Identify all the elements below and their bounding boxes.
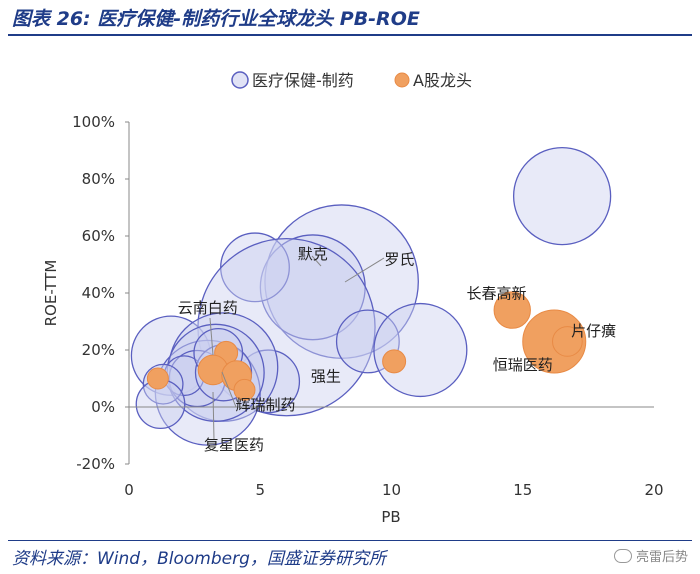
leader-line-merck <box>311 255 322 267</box>
legend-ashare-label: A股龙头 <box>413 71 472 90</box>
wechat-icon <box>613 548 632 563</box>
legend-ashare-marker <box>394 72 410 88</box>
leader-line-fosun <box>212 391 215 441</box>
leader-line-roche <box>344 257 385 283</box>
company-annotation: 默克 <box>298 245 328 263</box>
watermark: 亮雷后势 <box>613 546 688 565</box>
global-leader-bubble <box>512 146 612 246</box>
y-tick-label: 20% <box>82 341 115 359</box>
a-share-leader-bubble <box>382 349 407 374</box>
title-rule <box>8 34 692 36</box>
y-tick-label: -20% <box>76 455 115 473</box>
x-axis-title: PB <box>381 508 400 526</box>
a-share-leader-bubble <box>146 367 169 390</box>
figure-title: 图表 26: 医疗保健-制药行业全球龙头 PB-ROE <box>12 8 420 30</box>
source-note: 资料来源：Wind，Bloomberg，国盛证券研究所 <box>12 549 386 569</box>
y-tick-label: 0% <box>91 398 115 416</box>
y-tick-label: 60% <box>82 227 115 245</box>
company-annotation: 片仔癀 <box>571 322 616 340</box>
a-share-leader-bubble <box>233 378 256 401</box>
x-tick-label: 10 <box>382 481 401 499</box>
x-tick-label: 0 <box>124 481 134 499</box>
x-tick-label: 20 <box>644 481 663 499</box>
company-annotation: 云南白药 <box>178 299 238 317</box>
company-annotation: 罗氏 <box>384 251 414 269</box>
a-share-leader-bubble <box>493 291 531 329</box>
company-annotation: 恒瑞医药 <box>493 356 553 374</box>
y-tick-label: 40% <box>82 284 115 302</box>
x-tick-label: 15 <box>513 481 532 499</box>
y-tick-label: 100% <box>72 113 115 131</box>
a-share-leader-bubble <box>552 326 583 357</box>
company-annotation: 复星医药 <box>204 436 264 454</box>
watermark-text: 亮雷后势 <box>635 550 688 565</box>
source-rule <box>8 540 692 541</box>
y-axis-title: ROE-TTM <box>42 260 60 327</box>
company-annotation: 长春高新 <box>466 285 526 303</box>
x-tick-label: 5 <box>255 481 265 499</box>
company-annotation: 辉瑞制药 <box>235 396 295 414</box>
leader-line-pfizer <box>221 371 237 408</box>
company-annotation: 强生 <box>311 367 341 385</box>
legend-global-label: 医疗保健-制药 <box>252 71 354 90</box>
legend-global-marker <box>231 71 249 89</box>
y-tick-label: 80% <box>82 170 115 188</box>
global-leader-bubble <box>373 302 468 398</box>
leader-line-yunnan <box>209 317 214 356</box>
